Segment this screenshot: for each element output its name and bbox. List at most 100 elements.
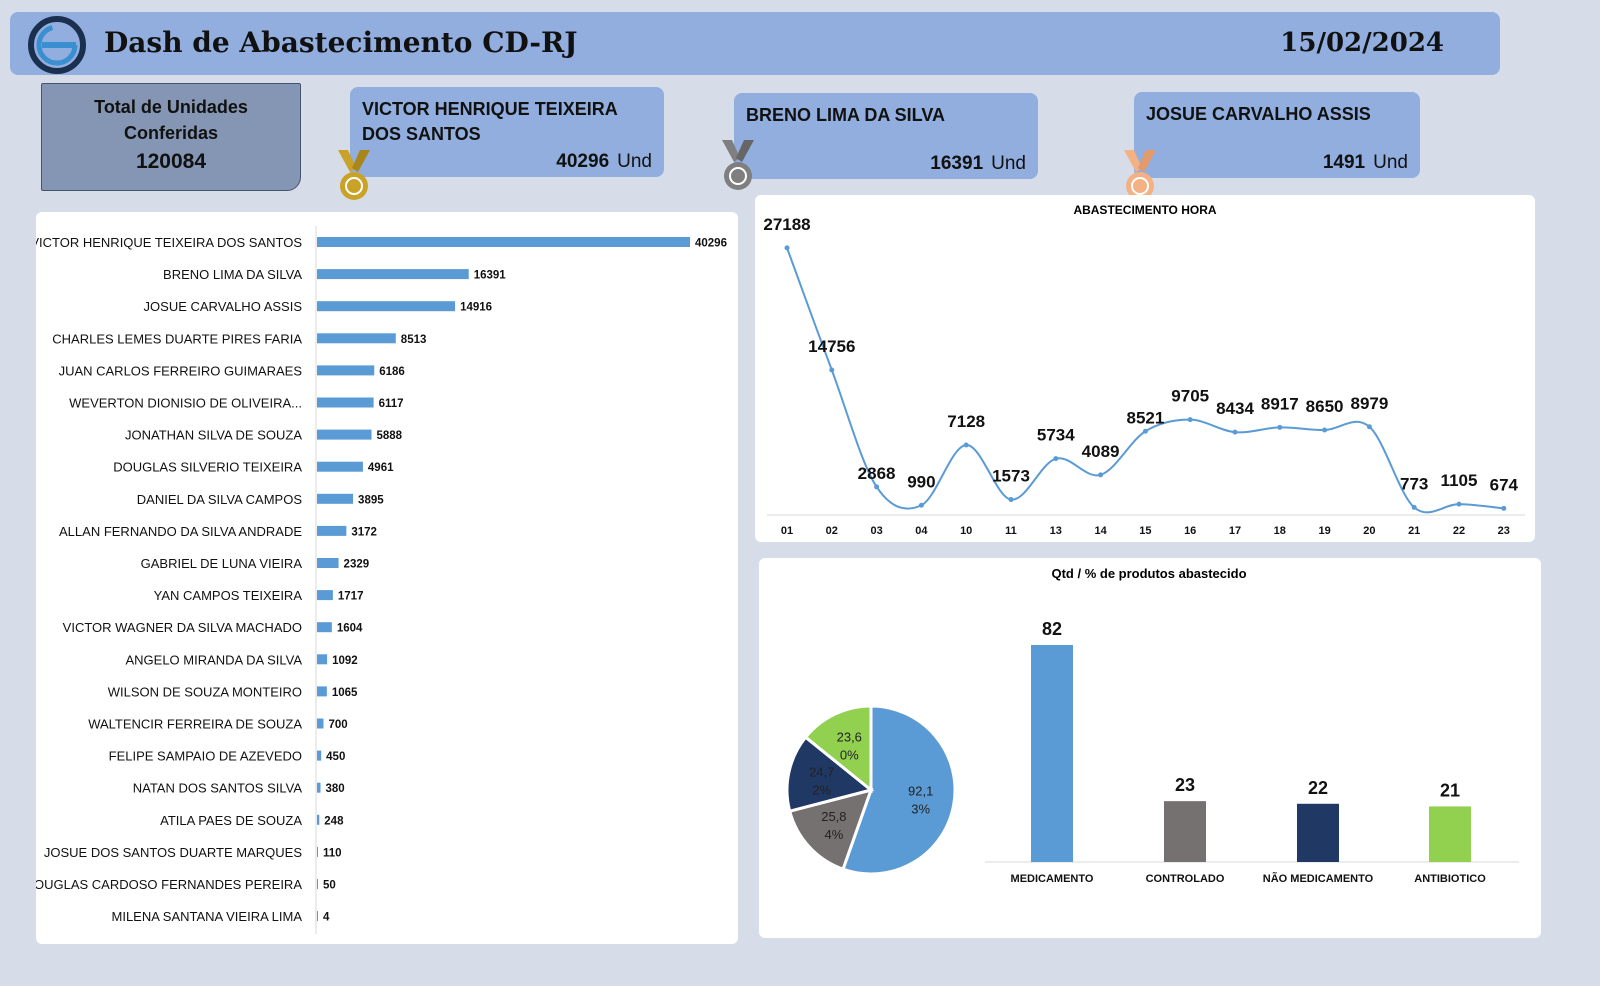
product-column-value: 23 <box>1175 775 1195 795</box>
product-column-category: CONTROLADO <box>1146 873 1225 885</box>
ranking-category-label: WILSON DE SOUZA MONTEIRO <box>108 684 302 699</box>
hourly-data-point <box>1232 429 1238 435</box>
hourly-x-tick-label: 22 <box>1453 525 1465 537</box>
ranking-bar-value: 110 <box>323 847 342 859</box>
ranking-bar-value: 6186 <box>379 366 405 378</box>
hourly-data-label: 674 <box>1490 475 1519 494</box>
ranking-bar-value: 4 <box>323 912 330 924</box>
hourly-data-point <box>963 442 969 448</box>
ranking-category-label: DOUGLAS CARDOSO FERNANDES PEREIRA <box>36 877 302 892</box>
ranking-bar <box>317 333 396 344</box>
hourly-data-label: 5734 <box>1037 426 1075 445</box>
hourly-data-point <box>1053 456 1059 462</box>
hourly-x-tick-label: 16 <box>1184 525 1196 537</box>
hourly-x-tick-label: 19 <box>1318 525 1330 537</box>
gold-medal-icon <box>338 150 370 200</box>
hourly-data-label: 14756 <box>808 337 855 356</box>
ranking-bar <box>317 846 319 857</box>
ranking-category-label: WALTENCIR FERREIRA DE SOUZA <box>88 717 302 732</box>
ranking-bar <box>317 525 347 536</box>
ranking-bar-value: 380 <box>326 783 345 795</box>
ranking-category-label: CHARLES LEMES DUARTE PIRES FARIA <box>52 331 302 346</box>
ranking-category-label: WEVERTON DIONISIO DE OLIVEIRA... <box>69 396 302 411</box>
rank-name: BRENO LIMA DA SILVA <box>746 105 945 125</box>
ranking-bar-value: 700 <box>328 719 347 731</box>
ranking-bar-value: 248 <box>324 815 344 827</box>
rank-card-second: BRENO LIMA DA SILVA 16391 Und <box>734 93 1038 179</box>
ranking-bar <box>317 879 318 889</box>
product-column-category: ANTIBIOTICO <box>1414 873 1486 885</box>
hourly-data-label: 8434 <box>1216 399 1254 418</box>
product-column-bar <box>1297 803 1339 862</box>
hourly-x-tick-label: 23 <box>1498 525 1510 537</box>
hourly-data-point <box>1277 424 1283 430</box>
hourly-data-label: 8917 <box>1261 394 1299 413</box>
hourly-x-tick-label: 01 <box>781 525 793 537</box>
rank-name: JOSUE CARVALHO ASSIS <box>1146 104 1371 124</box>
hourly-data-point <box>829 367 835 373</box>
products-chart-panel: Qtd / % de produtos abastecido 92,1 3% 25,… <box>759 558 1541 938</box>
product-column-value: 21 <box>1440 780 1460 800</box>
ranking-bar-value: 1092 <box>332 655 358 667</box>
hourly-x-tick-label: 21 <box>1408 525 1420 537</box>
hourly-data-point <box>1187 417 1193 423</box>
ranking-category-label: NATAN DOS SANTOS SILVA <box>133 781 303 796</box>
ranking-bar-value: 1065 <box>332 687 358 699</box>
ranking-bar <box>317 397 374 408</box>
ranking-bar <box>317 911 318 922</box>
ranking-bar <box>317 365 375 376</box>
hourly-data-label: 27188 <box>763 215 810 234</box>
hourly-x-tick-label: 03 <box>870 525 882 537</box>
ranking-bar-value: 4961 <box>368 462 394 474</box>
hourly-data-point <box>1366 424 1372 430</box>
hourly-x-tick-label: 04 <box>915 525 928 537</box>
hourly-data-label: 4089 <box>1082 442 1120 461</box>
page-title: Dash de Abastecimento CD-RJ <box>104 26 578 59</box>
hourly-x-tick-label: 13 <box>1050 525 1062 537</box>
total-label-line1: Total de Unidades <box>94 97 248 117</box>
ranking-bar <box>317 590 333 601</box>
hourly-x-tick-label: 17 <box>1229 525 1241 537</box>
bronze-medal-icon <box>1124 150 1156 200</box>
ranking-bar-value: 50 <box>323 880 336 892</box>
ranking-bar-value: 1604 <box>337 623 363 635</box>
ranking-bar <box>317 750 322 761</box>
hourly-x-tick-label: 14 <box>1094 525 1107 537</box>
rank-value: 40296 Und <box>556 151 652 172</box>
ranking-bar <box>317 558 339 568</box>
ranking-category-label: JUAN CARLOS FERREIRO GUIMARAES <box>59 363 303 378</box>
ranking-bar-chart-panel: VICTOR HENRIQUE TEIXEIRA DOS SANTOS 40296… <box>36 212 738 944</box>
ranking-bar <box>317 622 332 633</box>
ranking-bar-value: 3172 <box>351 526 377 538</box>
hourly-line-chart-panel: ABASTECIMENTO HORA 27188 01 14756 02 2868 03 9… <box>755 195 1535 542</box>
hourly-data-point <box>1322 427 1328 433</box>
ranking-bar-value: 40296 <box>695 238 727 250</box>
ranking-category-label: GABRIEL DE LUNA VIEIRA <box>141 556 303 571</box>
company-logo-icon <box>28 16 86 74</box>
hourly-data-point <box>1411 504 1417 510</box>
ranking-bar <box>317 301 456 312</box>
ranking-category-label: YAN CAMPOS TEIXEIRA <box>154 588 303 603</box>
pie-slice <box>841 704 957 876</box>
hourly-data-point <box>1501 505 1507 511</box>
hourly-line-chart: ABASTECIMENTO HORA 27188 01 14756 02 2868 03 9… <box>763 203 1525 537</box>
ranking-bar <box>317 493 354 504</box>
total-label-line2: Conferidas <box>123 123 219 143</box>
product-column-value: 22 <box>1308 778 1328 798</box>
report-date: 15/02/2024 <box>1280 28 1444 58</box>
rank-card-third: JOSUE CARVALHO ASSIS 1491 Und <box>1134 92 1420 178</box>
hourly-data-label: 9705 <box>1171 387 1209 406</box>
hourly-data-label: 990 <box>907 472 935 491</box>
ranking-bar <box>317 814 320 825</box>
ranking-bar <box>317 461 363 472</box>
dashboard-header: Dash de Abastecimento CD-RJ 15/02/2024 <box>10 12 1500 75</box>
pie-slice-label: 25,8 4% <box>821 809 846 842</box>
ranking-bar <box>317 269 469 280</box>
hourly-data-label: 8521 <box>1126 408 1164 427</box>
ranking-bar-value: 16391 <box>474 270 507 282</box>
rank-card-first: VICTOR HENRIQUE TEIXEIRA DOS SANTOS 4029… <box>350 87 664 177</box>
product-column-bar <box>1164 801 1206 862</box>
hourly-data-label: 7128 <box>947 412 985 431</box>
ranking-category-label: VICTOR HENRIQUE TEIXEIRA DOS SANTOS <box>36 235 302 250</box>
product-column-bar <box>1031 645 1073 862</box>
